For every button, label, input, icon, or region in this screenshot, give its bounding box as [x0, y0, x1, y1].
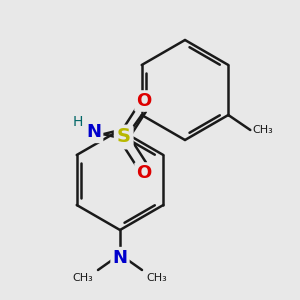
Text: N: N	[112, 249, 128, 267]
Text: O: O	[136, 92, 151, 110]
Text: S: S	[117, 128, 131, 146]
Text: CH₃: CH₃	[73, 273, 93, 283]
Text: O: O	[136, 164, 151, 182]
Text: CH₃: CH₃	[252, 125, 273, 135]
Text: H: H	[73, 115, 83, 129]
Text: CH₃: CH₃	[147, 273, 167, 283]
Text: N: N	[86, 123, 101, 141]
